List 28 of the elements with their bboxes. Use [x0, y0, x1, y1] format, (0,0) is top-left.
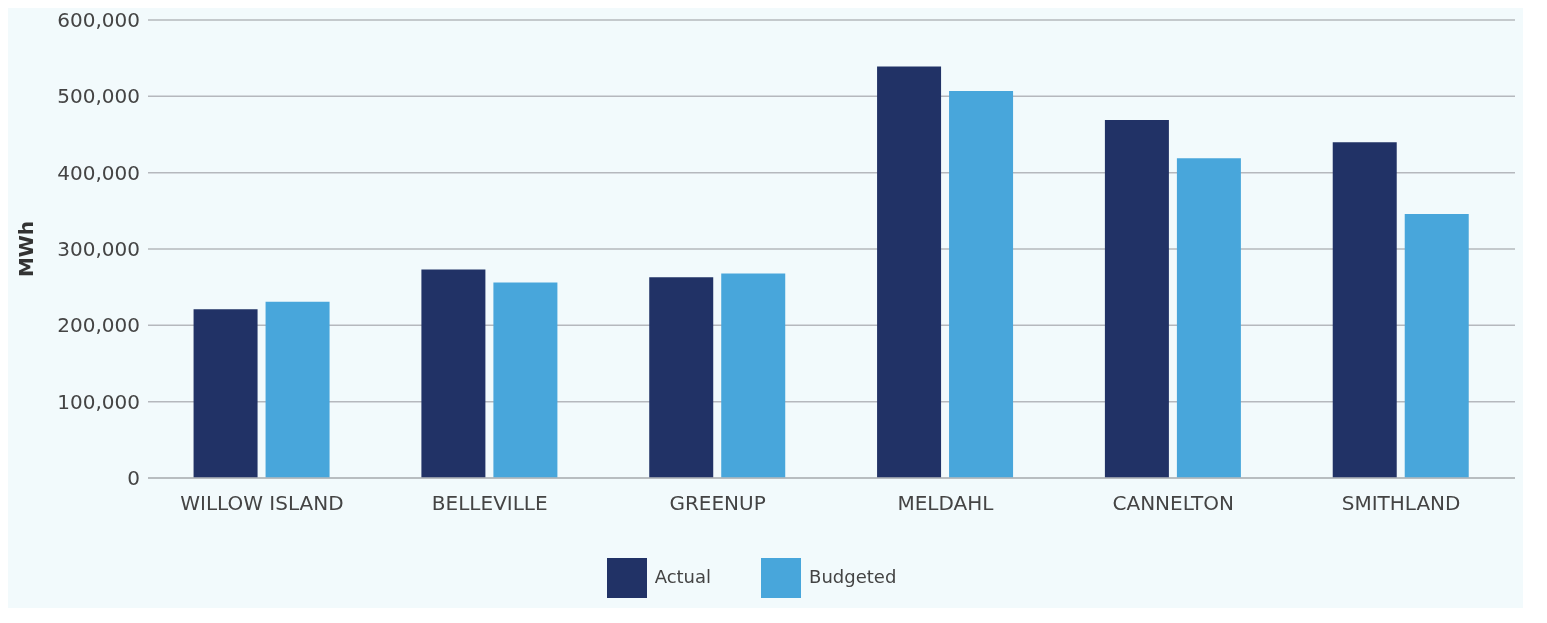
- bar: [949, 90, 1014, 478]
- bar: [649, 277, 714, 478]
- x-tick-label: WILLOW ISLAND: [180, 491, 344, 516]
- bar: [1104, 120, 1169, 478]
- legend-label: Budgeted: [809, 566, 897, 587]
- bar: [421, 269, 486, 478]
- bar: [721, 273, 786, 478]
- y-tick-label: 100,000: [57, 389, 140, 414]
- x-tick-label: SMITHLAND: [1341, 491, 1461, 516]
- y-tick-label: 200,000: [57, 313, 140, 338]
- y-tick-label: 300,000: [57, 237, 140, 262]
- bar: [1404, 213, 1469, 478]
- y-tick-label: 400,000: [57, 160, 140, 185]
- y-tick-label: 600,000: [57, 8, 140, 33]
- bar: [877, 66, 942, 478]
- bar: [1176, 158, 1241, 478]
- bar: [193, 309, 258, 478]
- x-tick-label: BELLEVILLE: [431, 491, 548, 516]
- x-tick-label: CANNELTON: [1112, 491, 1235, 516]
- bar: [265, 301, 330, 478]
- y-axis-title: MWh: [14, 220, 39, 278]
- bar: [1332, 142, 1397, 478]
- bar: [493, 282, 558, 478]
- legend-label: Actual: [654, 566, 712, 587]
- y-tick-label: 500,000: [57, 84, 140, 109]
- y-tick-label: 0: [127, 466, 140, 491]
- x-tick-label: GREENUP: [669, 491, 766, 516]
- x-tick-label: MELDAHL: [897, 491, 995, 516]
